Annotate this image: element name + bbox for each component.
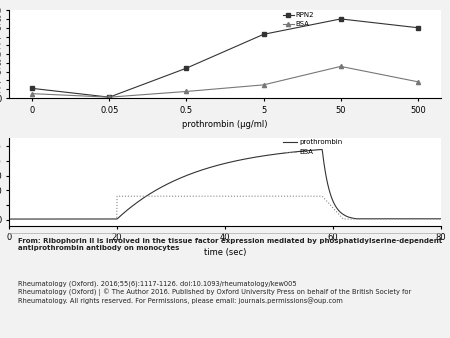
BSA [107,95,112,99]
prothrombin [50,217,56,221]
Text: From: Ribophorin II is involved in the tissue factor expression mediated by phos: From: Ribophorin II is involved in the t… [18,238,442,251]
Line: BSA: BSA [9,196,441,219]
BSA [338,64,343,68]
RPN2 [29,86,35,90]
RPN2 [261,32,266,37]
prothrombin [320,147,325,151]
Text: Rheumatology (Oxford). 2016;55(6):1117-1126. doi:10.1093/rheumatology/kew005
Rhe: Rheumatology (Oxford). 2016;55(6):1117-1… [18,280,411,304]
RPN2 [338,17,343,21]
BSA [303,194,309,198]
RPN2 [415,26,421,30]
X-axis label: time (sec): time (sec) [204,248,246,257]
BSA [184,90,189,94]
prothrombin [351,216,357,220]
prothrombin [438,217,444,221]
X-axis label: prothrombin (μg/ml): prothrombin (μg/ml) [182,120,268,129]
BSA [438,217,444,221]
BSA [344,217,349,221]
prothrombin [303,149,308,153]
BSA [50,217,56,221]
BSA [181,194,187,198]
Legend: RPN2, BSA: RPN2, BSA [280,9,317,30]
Line: BSA: BSA [30,64,420,99]
BSA [351,217,357,221]
BSA [197,194,202,198]
BSA [114,194,120,198]
prothrombin [6,217,12,221]
BSA [261,83,266,87]
Line: prothrombin: prothrombin [9,149,441,219]
prothrombin [344,214,349,218]
Line: RPN2: RPN2 [30,17,420,99]
BSA [29,92,35,96]
RPN2 [107,95,112,99]
prothrombin [197,169,202,173]
Legend: prothrombin, BSA: prothrombin, BSA [280,137,345,158]
prothrombin [181,175,186,179]
BSA [415,80,421,84]
BSA [6,217,12,221]
RPN2 [184,66,189,70]
